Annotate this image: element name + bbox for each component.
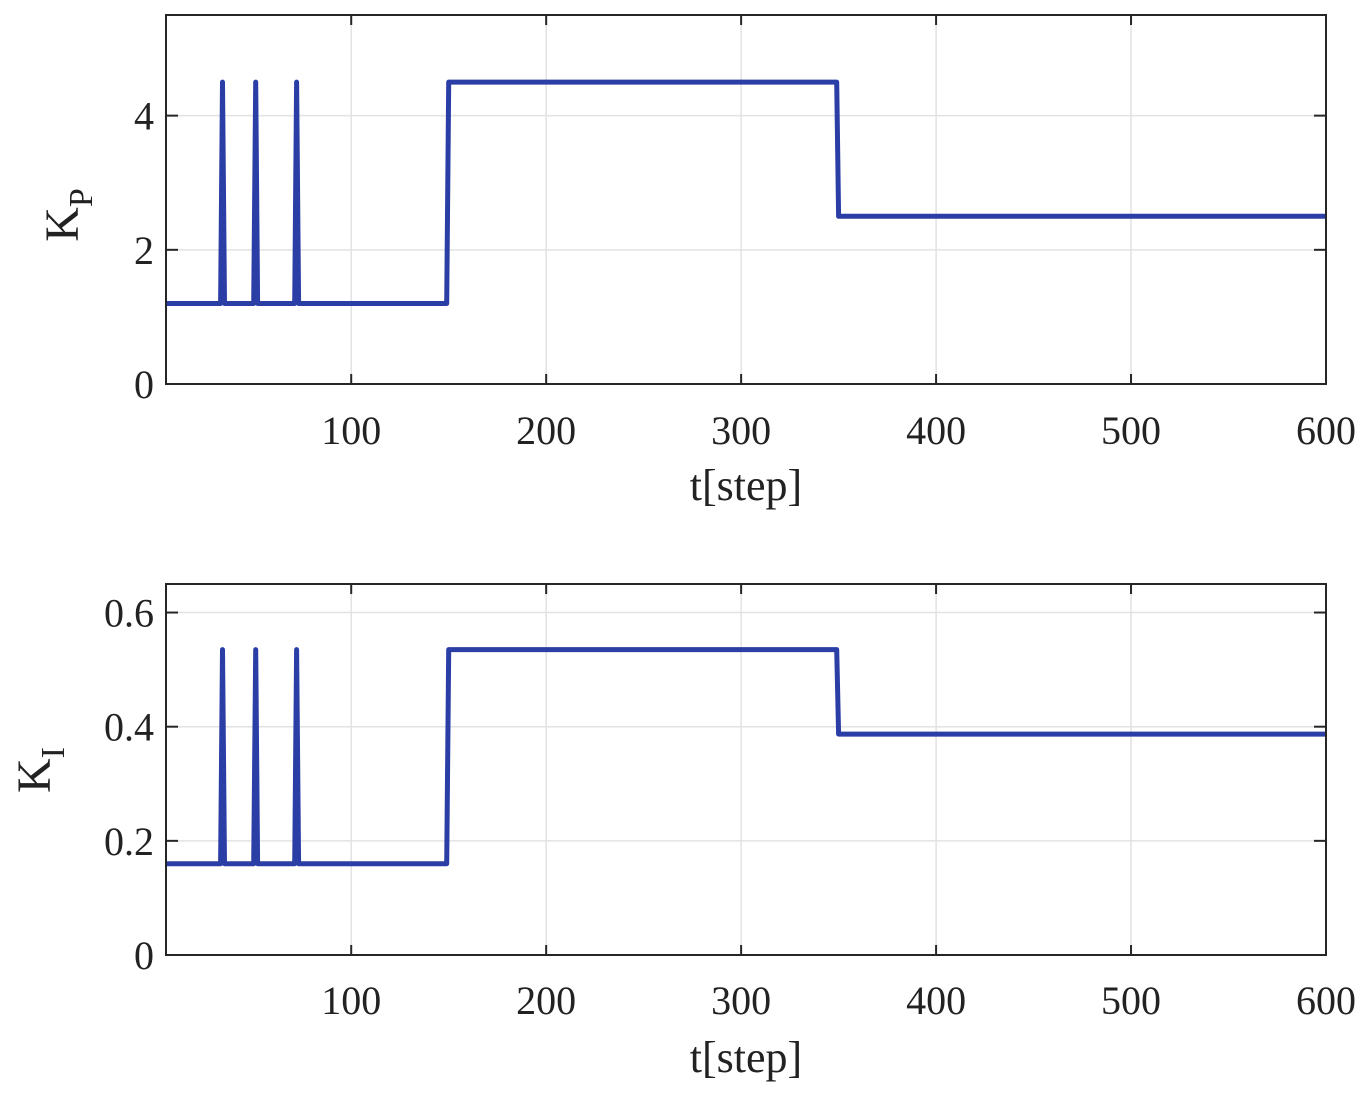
y-axis-label: KI [8,747,72,793]
series-line-k-i [166,647,1326,867]
y-axis-label-subscript: I [35,747,72,758]
y-axis-label: KP [36,188,100,242]
x-axis-label: t[step] [690,461,802,510]
x-tick-label: 100 [321,408,381,453]
y-tick-label: 4 [134,94,154,139]
x-tick-label: 500 [1101,408,1161,453]
y-tick-label: 0.4 [104,705,154,750]
subplot-2: 100 200 300 400 500 600 0 0.2 0.4 0.6 t[step] KI [8,583,1356,1082]
y-axis-label-subscript: P [63,188,100,207]
x-axis-label: t[step] [690,1033,802,1082]
x-tick-label: 200 [516,408,576,453]
x-tick-label: 500 [1101,978,1161,1023]
y-tick-label: 0 [134,933,154,978]
y-axis-label-main: K [36,207,89,242]
x-tick-label: 400 [906,408,966,453]
x-tick-label: 400 [906,978,966,1023]
series-line-k-p [166,79,1326,306]
x-tick-label: 100 [321,978,381,1023]
x-tick-label: 600 [1296,978,1356,1023]
y-tick-label: 2 [134,228,154,273]
x-tick-label: 200 [516,978,576,1023]
axes-frame [165,583,1327,956]
x-tick-label: 600 [1296,408,1356,453]
subplot-1: 100 200 300 400 500 600 0 2 4 t[step] KP [36,14,1356,510]
y-tick-label: 0.2 [104,819,154,864]
y-tick-label: 0 [134,362,154,407]
y-tick-label: 0.6 [104,591,154,636]
y-axis-label-main: K [8,758,61,793]
x-tick-label: 300 [711,978,771,1023]
axes-frame [165,14,1327,385]
x-tick-label: 300 [711,408,771,453]
